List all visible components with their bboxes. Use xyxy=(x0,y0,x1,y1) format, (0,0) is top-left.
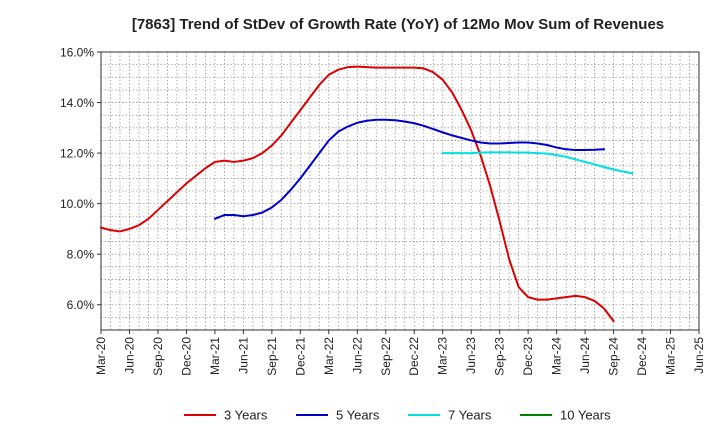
x-tick-label: Jun-25 xyxy=(692,337,706,374)
x-tick-label: Sep-24 xyxy=(607,337,621,376)
x-tick-label: Jun-24 xyxy=(578,337,592,374)
x-tick-label: Sep-23 xyxy=(493,337,507,376)
x-tick-label: Dec-23 xyxy=(521,337,535,376)
x-tick-label: Dec-24 xyxy=(635,337,649,376)
x-tick-label: Mar-25 xyxy=(664,337,678,375)
y-tick-label: 10.0% xyxy=(60,197,94,211)
x-tick-label: Jun-21 xyxy=(236,337,250,374)
x-tick-label: Sep-20 xyxy=(151,337,165,376)
legend-label: 10 Years xyxy=(560,408,611,423)
series-line-3-years xyxy=(100,65,615,323)
x-tick-label: Jun-22 xyxy=(350,337,364,374)
x-tick-label: Jun-20 xyxy=(122,337,136,374)
y-axis: 6.0% 8.0% 10.0% 12.0% 14.0% 16.0% xyxy=(60,46,101,312)
x-tick-label: Sep-22 xyxy=(379,337,393,376)
legend-label: 7 Years xyxy=(448,408,492,423)
x-tick-label: Dec-20 xyxy=(179,337,193,376)
y-tick-label: 12.0% xyxy=(60,147,94,161)
x-tick-label: Jun-23 xyxy=(464,337,478,374)
y-tick-label: 14.0% xyxy=(60,96,94,110)
x-tick-label: Dec-21 xyxy=(293,337,307,376)
series-line-7-years xyxy=(441,151,634,175)
x-tick-label: Mar-22 xyxy=(322,337,336,375)
legend: 3 Years 5 Years 7 Years 10 Years xyxy=(184,408,611,423)
y-tick-label: 16.0% xyxy=(60,46,94,60)
x-tick-label: Mar-20 xyxy=(94,337,108,375)
plot-frame xyxy=(100,51,700,331)
series-lines xyxy=(100,65,634,323)
y-tick-label: 6.0% xyxy=(67,298,95,312)
chart-title: [7863] Trend of StDev of Growth Rate (Yo… xyxy=(132,16,664,33)
x-tick-label: Dec-22 xyxy=(407,337,421,376)
x-axis: Mar-20 Jun-20 Sep-20 Dec-20 Mar-21 Jun-21 Sep-… xyxy=(94,330,706,376)
legend-label: 5 Years xyxy=(336,408,380,423)
series-line-5-years xyxy=(213,118,606,220)
x-tick-label: Mar-24 xyxy=(550,337,564,375)
x-tick-label: Sep-21 xyxy=(265,337,279,376)
y-tick-label: 8.0% xyxy=(67,248,95,262)
grid-lines xyxy=(101,52,699,330)
x-tick-label: Mar-21 xyxy=(208,337,222,375)
x-tick-label: Mar-23 xyxy=(436,337,450,375)
legend-label: 3 Years xyxy=(224,408,268,423)
